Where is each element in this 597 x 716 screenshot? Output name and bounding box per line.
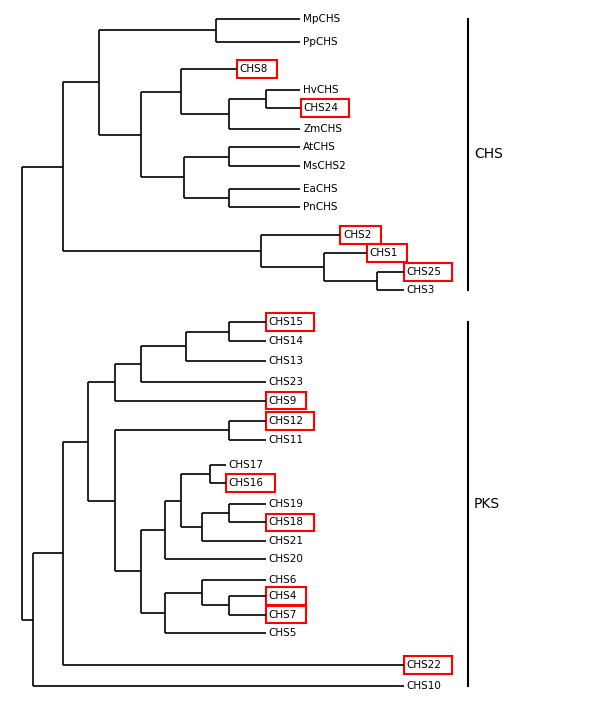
Text: CHS4: CHS4: [269, 591, 297, 601]
Text: CHS20: CHS20: [269, 554, 303, 564]
Bar: [266, 314, 315, 332]
Text: HvCHS: HvCHS: [303, 85, 338, 95]
Text: CHS5: CHS5: [269, 628, 297, 638]
Bar: [367, 244, 407, 262]
Text: CHS16: CHS16: [229, 478, 264, 488]
Text: PKS: PKS: [474, 497, 500, 511]
Text: CHS6: CHS6: [269, 575, 297, 585]
Text: MpCHS: MpCHS: [303, 14, 340, 24]
Text: PnCHS: PnCHS: [303, 203, 338, 213]
Bar: [226, 475, 275, 493]
Text: CHS3: CHS3: [407, 285, 435, 295]
Text: CHS13: CHS13: [269, 357, 304, 367]
Text: CHS2: CHS2: [343, 230, 371, 240]
Bar: [340, 226, 380, 244]
Text: CHS12: CHS12: [269, 416, 304, 426]
Text: CHS17: CHS17: [229, 460, 264, 470]
Bar: [266, 513, 315, 531]
Bar: [266, 606, 306, 624]
Bar: [266, 392, 306, 410]
Text: CHS: CHS: [474, 147, 503, 161]
Text: CHS21: CHS21: [269, 536, 304, 546]
Text: CHS14: CHS14: [269, 336, 304, 346]
Text: CHS24: CHS24: [303, 103, 338, 113]
Text: CHS15: CHS15: [269, 317, 304, 327]
Text: CHS11: CHS11: [269, 435, 304, 445]
Text: CHS10: CHS10: [407, 681, 442, 691]
Text: CHS22: CHS22: [407, 660, 442, 670]
Text: CHS7: CHS7: [269, 609, 297, 619]
Text: EaCHS: EaCHS: [303, 184, 338, 194]
Text: CHS1: CHS1: [370, 248, 398, 258]
Text: CHS8: CHS8: [239, 64, 268, 74]
Text: CHS25: CHS25: [407, 267, 442, 276]
Text: MsCHS2: MsCHS2: [303, 161, 346, 171]
Bar: [301, 100, 349, 117]
Text: AtCHS: AtCHS: [303, 142, 336, 153]
Text: PpCHS: PpCHS: [303, 37, 338, 47]
Text: CHS9: CHS9: [269, 395, 297, 405]
Bar: [404, 263, 453, 281]
Text: CHS23: CHS23: [269, 377, 304, 387]
Text: CHS19: CHS19: [269, 499, 304, 509]
Text: CHS18: CHS18: [269, 518, 304, 528]
Bar: [266, 587, 306, 605]
Bar: [237, 60, 277, 78]
Bar: [266, 412, 315, 430]
Bar: [404, 657, 453, 674]
Text: ZmCHS: ZmCHS: [303, 124, 342, 134]
